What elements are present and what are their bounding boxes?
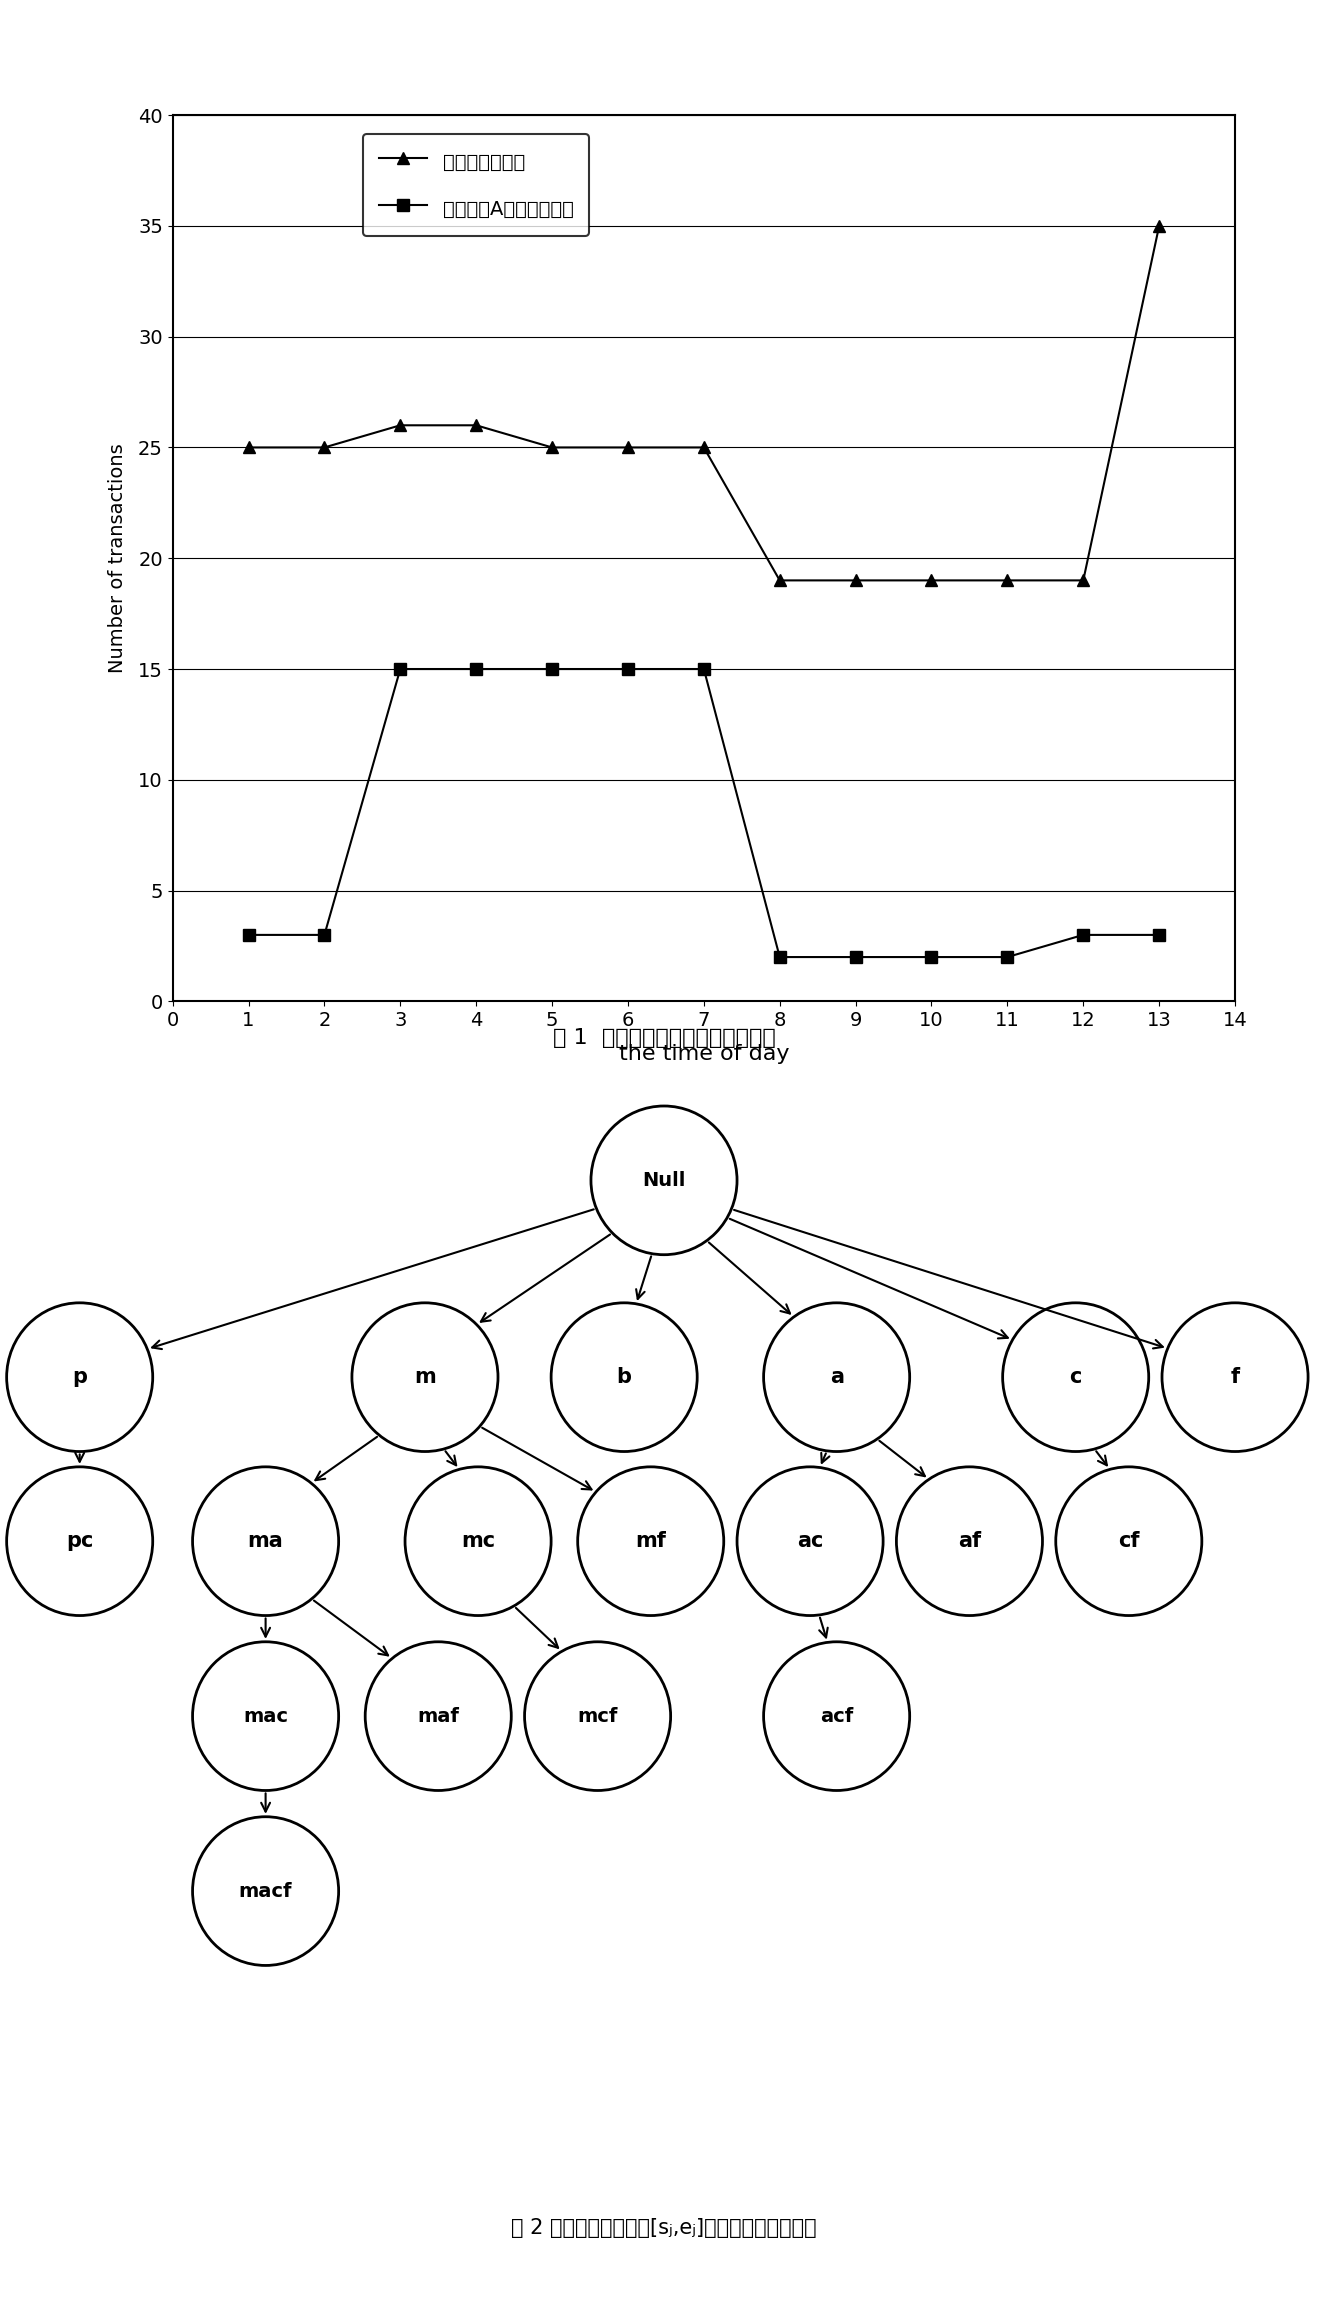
Ellipse shape (7, 1303, 153, 1453)
Text: cf: cf (1118, 1531, 1139, 1552)
Text: mf: mf (635, 1531, 667, 1552)
Text: ac: ac (797, 1531, 823, 1552)
Ellipse shape (764, 1303, 910, 1453)
Text: m: m (414, 1367, 436, 1388)
Ellipse shape (1003, 1303, 1149, 1453)
包含项目A事务发生数目 (316, 921, 332, 948)
Ellipse shape (551, 1303, 697, 1453)
Ellipse shape (352, 1303, 498, 1453)
Text: maf: maf (417, 1706, 459, 1726)
Legend: 总事务发生数目, 包含项目A事务发生数目: 总事务发生数目, 包含项目A事务发生数目 (363, 134, 590, 235)
Line: 总事务发生数目: 总事务发生数目 (242, 219, 1166, 587)
总事务发生数目 (392, 412, 408, 440)
Text: p: p (72, 1367, 88, 1388)
Text: f: f (1231, 1367, 1239, 1388)
Ellipse shape (193, 1466, 339, 1616)
Ellipse shape (578, 1466, 724, 1616)
Text: mc: mc (461, 1531, 495, 1552)
总事务发生数目 (240, 433, 256, 460)
Ellipse shape (365, 1641, 511, 1791)
包含项目A事务发生数目 (847, 944, 863, 971)
总事务发生数目 (1000, 566, 1016, 594)
Text: af: af (957, 1531, 981, 1552)
总事务发生数目 (923, 566, 939, 594)
Text: mac: mac (243, 1706, 288, 1726)
包含项目A事务发生数目 (923, 944, 939, 971)
总事务发生数目 (772, 566, 788, 594)
包含项目A事务发生数目 (544, 656, 560, 684)
包含项目A事务发生数目 (1151, 921, 1167, 948)
Ellipse shape (737, 1466, 883, 1616)
Line: 包含项目A事务发生数目: 包含项目A事务发生数目 (242, 663, 1166, 962)
包含项目A事务发生数目 (620, 656, 636, 684)
Ellipse shape (591, 1105, 737, 1255)
Ellipse shape (193, 1816, 339, 1966)
Ellipse shape (764, 1641, 910, 1791)
Text: 图 1  周期关联规则的问题分析举例: 图 1 周期关联规则的问题分析举例 (552, 1029, 776, 1047)
Text: macf: macf (239, 1881, 292, 1901)
包含项目A事务发生数目 (469, 656, 485, 684)
Text: ma: ma (248, 1531, 283, 1552)
Text: b: b (616, 1367, 632, 1388)
总事务发生数目 (469, 412, 485, 440)
Text: mcf: mcf (578, 1706, 618, 1726)
Ellipse shape (7, 1466, 153, 1616)
总事务发生数目 (316, 433, 332, 460)
总事务发生数目 (696, 433, 712, 460)
总事务发生数目 (847, 566, 863, 594)
总事务发生数目 (620, 433, 636, 460)
总事务发生数目 (544, 433, 560, 460)
Text: Null: Null (643, 1172, 685, 1190)
总事务发生数目 (1076, 566, 1092, 594)
Ellipse shape (525, 1641, 671, 1791)
Ellipse shape (1056, 1466, 1202, 1616)
Text: acf: acf (819, 1706, 854, 1726)
X-axis label: the time of day: the time of day (619, 1045, 789, 1064)
Ellipse shape (405, 1466, 551, 1616)
Text: 图 2 在第一周期时间段[sⱼ,eⱼ]中频繁项目集生成树: 图 2 在第一周期时间段[sⱼ,eⱼ]中频繁项目集生成树 (511, 2219, 817, 2238)
包含项目A事务发生数目 (696, 656, 712, 684)
Text: pc: pc (66, 1531, 93, 1552)
Y-axis label: Number of transactions: Number of transactions (108, 444, 127, 672)
包含项目A事务发生数目 (1076, 921, 1092, 948)
包含项目A事务发生数目 (392, 656, 408, 684)
Text: a: a (830, 1367, 843, 1388)
Text: c: c (1069, 1367, 1082, 1388)
Ellipse shape (193, 1641, 339, 1791)
Ellipse shape (896, 1466, 1042, 1616)
包含项目A事务发生数目 (240, 921, 256, 948)
包含项目A事务发生数目 (1000, 944, 1016, 971)
包含项目A事务发生数目 (772, 944, 788, 971)
Ellipse shape (1162, 1303, 1308, 1453)
总事务发生数目 (1151, 212, 1167, 239)
